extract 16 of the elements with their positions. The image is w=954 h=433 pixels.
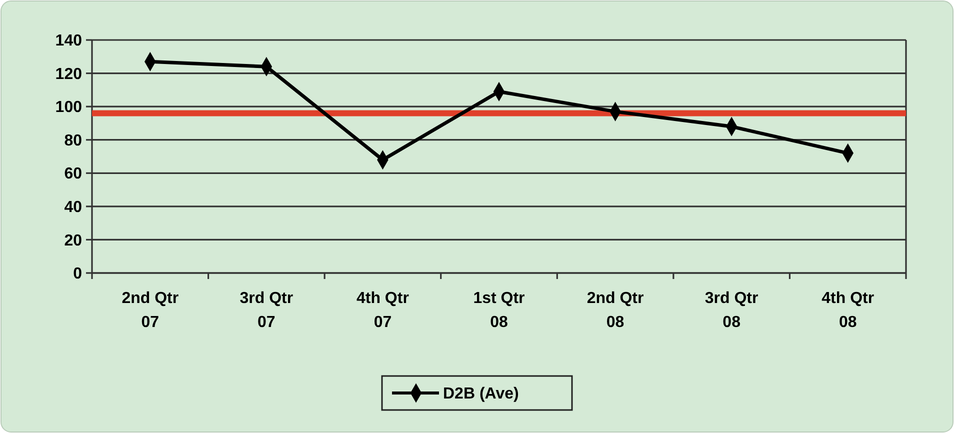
y-tick-label: 0 [73,266,82,283]
x-tick-label: 4th Qtr 08 [822,290,874,331]
y-tick-label: 140 [55,32,82,50]
y-tick-label: 20 [64,232,82,250]
y-tick-label: 120 [55,66,82,83]
y-tick-label: 40 [64,199,82,216]
x-tick-label: 3rd Qtr 08 [704,290,758,331]
x-tick-label: 3rd Qtr 07 [240,290,294,331]
x-tick-label: 2nd Qtr 08 [586,290,644,331]
x-tick-label: 2nd Qtr 07 [122,290,179,331]
y-tick-label: 100 [55,99,82,116]
y-tick-label: 80 [64,132,82,150]
y-tick-label: 60 [64,166,82,183]
x-tick-label: 1st Qtr 08 [473,290,525,331]
legend-label: D2B (Ave) [443,386,519,403]
x-tick-label: 4th Qtr 07 [356,290,409,331]
